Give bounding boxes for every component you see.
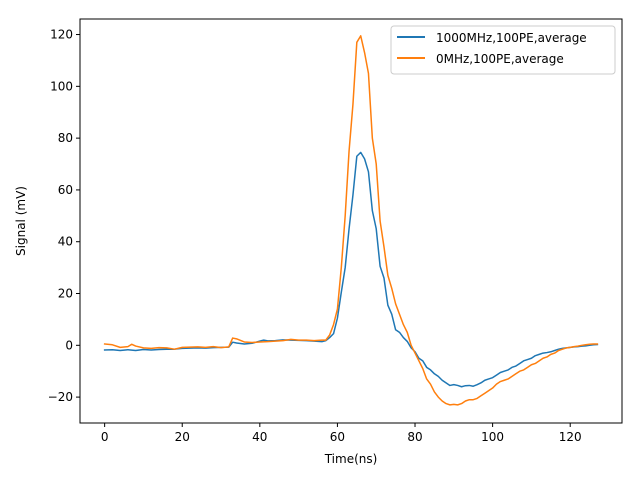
x-tick-label: 80	[407, 430, 422, 444]
x-axis: 0 20 40 60 80 100 120	[101, 423, 582, 444]
y-axis: −20 0 20 40 60 80 100 120	[48, 28, 80, 404]
x-tick-label: 100	[481, 430, 504, 444]
y-tick-label: 60	[58, 183, 73, 197]
legend-label-series-1: 1000MHz,100PE,average	[436, 31, 587, 45]
y-tick-label: −20	[48, 390, 73, 404]
y-tick-label: 120	[50, 28, 73, 42]
y-tick-label: 100	[50, 79, 73, 93]
y-tick-label: 20	[58, 287, 73, 301]
legend-box	[390, 25, 616, 75]
x-tick-label: 20	[175, 430, 190, 444]
y-tick-label: 80	[58, 131, 73, 145]
plot-area-frame	[79, 18, 623, 424]
x-tick-label: 120	[559, 430, 582, 444]
legend-label-series-2: 0MHz,100PE,average	[436, 52, 564, 66]
y-tick-label: 0	[65, 338, 73, 352]
series-line-2	[103, 35, 599, 406]
y-axis-label: Signal (mV)	[14, 186, 28, 256]
legend: 1000MHz,100PE,average 0MHz,100PE,average	[390, 25, 616, 75]
x-tick-label: 0	[101, 430, 109, 444]
x-tick-label: 60	[330, 430, 345, 444]
series-layer	[103, 35, 599, 406]
y-tick-label: 40	[58, 235, 73, 249]
x-axis-label: Time(ns)	[324, 452, 378, 466]
x-tick-label: 40	[252, 430, 267, 444]
series-line-1	[103, 151, 599, 388]
